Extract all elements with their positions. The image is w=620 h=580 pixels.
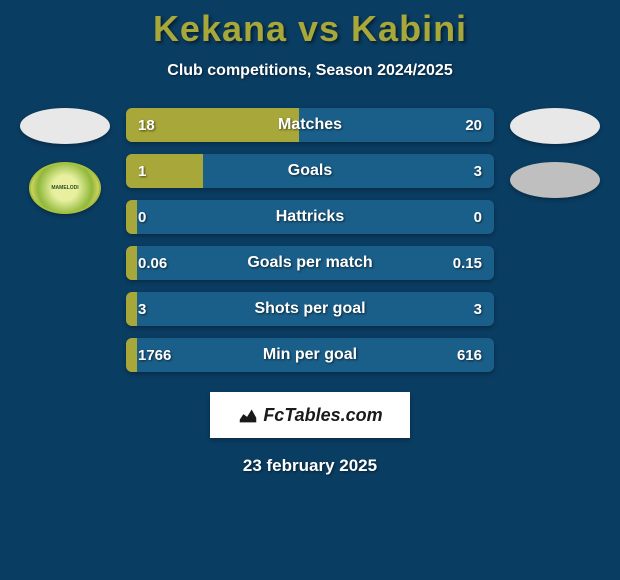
stat-value-right: 616 [457,338,482,372]
stat-label: Matches [126,108,494,142]
player-avatar-left [20,108,110,144]
stat-label: Hattricks [126,200,494,234]
stat-label: Min per goal [126,338,494,372]
stat-value-right: 20 [465,108,482,142]
stat-row: 0.06Goals per match0.15 [126,246,494,280]
club-badge-left: MAMELODI [29,162,101,214]
right-player-column [500,108,610,372]
badge-text: MAMELODI [51,185,78,191]
brand-badge: FcTables.com [210,392,410,438]
stat-label: Goals per match [126,246,494,280]
stat-value-right: 0.15 [453,246,482,280]
player-avatar-right [510,108,600,144]
stat-row: 1Goals3 [126,154,494,188]
stat-label: Goals [126,154,494,188]
page-title: Kekana vs Kabini [0,0,620,50]
stat-bars-container: 18Matches20 1Goals3 0Hattricks0 0.06Goals p… [120,108,500,372]
stat-value-right: 3 [474,292,482,326]
stat-row: 0Hattricks0 [126,200,494,234]
brand-text: FcTables.com [263,405,382,426]
stats-icon [237,404,259,426]
comparison-content: MAMELODI 18Matches20 1Goals3 0Hattricks0 0.… [0,108,620,372]
club-badge-right [510,162,600,198]
stat-label: Shots per goal [126,292,494,326]
subtitle: Club competitions, Season 2024/2025 [0,62,620,80]
stat-row: 3Shots per goal3 [126,292,494,326]
left-player-column: MAMELODI [10,108,120,372]
stat-row: 1766Min per goal616 [126,338,494,372]
date-label: 23 february 2025 [0,456,620,476]
stat-value-right: 0 [474,200,482,234]
stat-value-right: 3 [474,154,482,188]
stat-row: 18Matches20 [126,108,494,142]
